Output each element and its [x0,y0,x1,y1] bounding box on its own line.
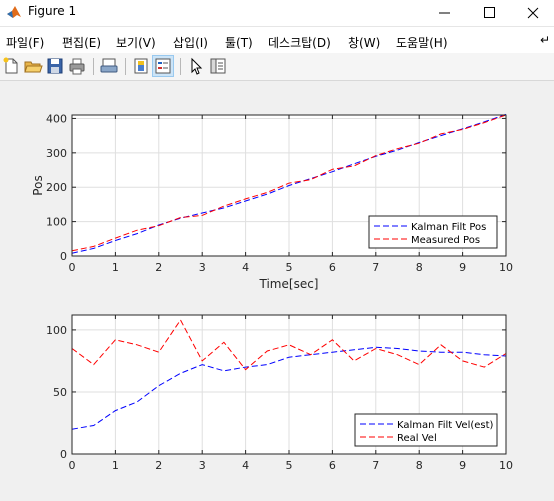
x-tick-label: 9 [459,261,466,274]
y-tick-label: 400 [46,112,67,125]
x-tick-label: 10 [499,261,513,274]
menu-window[interactable]: 창(W) [348,36,381,50]
print-preview-icon[interactable] [99,56,119,76]
legend-entry: Real Vel [397,433,437,444]
axes-1: 0 1 2 3 4 5 6 7 8 9 100100200300400Time[sec]PosKal… [31,112,513,291]
legend: Kalman Filt Vel(est) Real Vel [354,413,498,447]
print-icon[interactable] [67,56,87,76]
legend-entry: Measured Pos [411,235,480,246]
matlab-logo-icon [6,4,22,20]
window-title: Figure 1 [28,4,77,18]
series-line-1 [71,113,507,254]
menu-desktop[interactable]: 데스크탑(D) [268,36,331,50]
x-tick-label: 4 [242,261,249,274]
series-line-2 [71,114,507,252]
property-editor-icon[interactable] [208,56,228,76]
x-tick-label: 5 [286,261,293,274]
x-tick-label: 6 [329,261,336,274]
legend-entry: Kalman Filt Pos [411,222,486,233]
open-file-icon[interactable] [23,56,43,76]
y-tick-label: 0 [60,448,67,461]
legend-box [368,215,498,249]
y-tick-label: 300 [46,147,67,160]
toolbar-separator [180,58,181,75]
y-tick-label: 100 [46,324,67,337]
legend-entry: Kalman Filt Vel(est) [397,420,494,431]
legend-box [354,413,498,447]
legend: Kalman Filt Pos Measured Pos [368,215,498,249]
minimize-button[interactable] [422,0,467,26]
menu-tools[interactable]: 툴(T) [225,36,253,50]
x-tick-label: 3 [199,459,206,472]
colorbar-icon[interactable] [131,56,151,76]
x-tick-label: 4 [242,459,249,472]
x-tick-label: 2 [155,459,162,472]
menu-view[interactable]: 보기(V) [116,36,156,50]
x-tick-label: 6 [329,459,336,472]
x-tick-label: 0 [69,261,76,274]
x-axis-label: Time[sec] [259,277,319,291]
toolbar [0,53,554,81]
x-tick-label: 8 [416,261,423,274]
toolbar-separator [125,58,126,75]
figure-canvas: 0 1 2 3 4 5 6 7 8 9 10 0 100 200 300 400 Time[sec] Pos Kal… [0,81,554,501]
menu-file[interactable]: 파일(F) [6,36,45,50]
maximize-button[interactable] [467,0,512,26]
close-button[interactable] [510,0,554,26]
x-tick-label: 3 [199,261,206,274]
save-icon[interactable] [45,56,65,76]
x-tick-label: 7 [372,261,379,274]
x-tick-label: 8 [416,459,423,472]
y-tick-label: 100 [46,216,67,229]
y-tick-label: 50 [53,386,67,399]
series-line-1 [71,346,507,430]
x-tick-label: 2 [155,261,162,274]
menu-insert[interactable]: 삽입(I) [173,36,208,50]
x-tick-label: 7 [372,459,379,472]
x-tick-label: 5 [286,459,293,472]
y-tick-label: 200 [46,181,67,194]
new-figure-icon[interactable] [1,56,21,76]
menu-overflow-icon[interactable]: ↵ [539,33,550,47]
x-tick-label: 1 [112,261,119,274]
menu-bar: 파일(F) 편집(E) 보기(V) 삽입(I) 툴(T) 데스크탑(D) 창(W… [0,27,554,53]
toolbar-separator [93,58,94,75]
x-tick-label: 1 [112,459,119,472]
menu-edit[interactable]: 편집(E) [62,36,102,50]
y-axis-label: Pos [31,175,45,195]
legend-icon[interactable] [152,55,174,77]
x-tick-label: 9 [459,459,466,472]
pointer-icon[interactable] [186,56,206,76]
plots-svg: 0 1 2 3 4 5 6 7 8 9 100100200300400Time[sec]PosKal… [31,112,513,472]
x-tick-label: 10 [499,459,513,472]
x-tick-label: 0 [69,459,76,472]
y-tick-label: 0 [60,250,67,263]
menu-help[interactable]: 도움말(H) [396,36,448,50]
title-bar: Figure 1 [0,0,554,27]
